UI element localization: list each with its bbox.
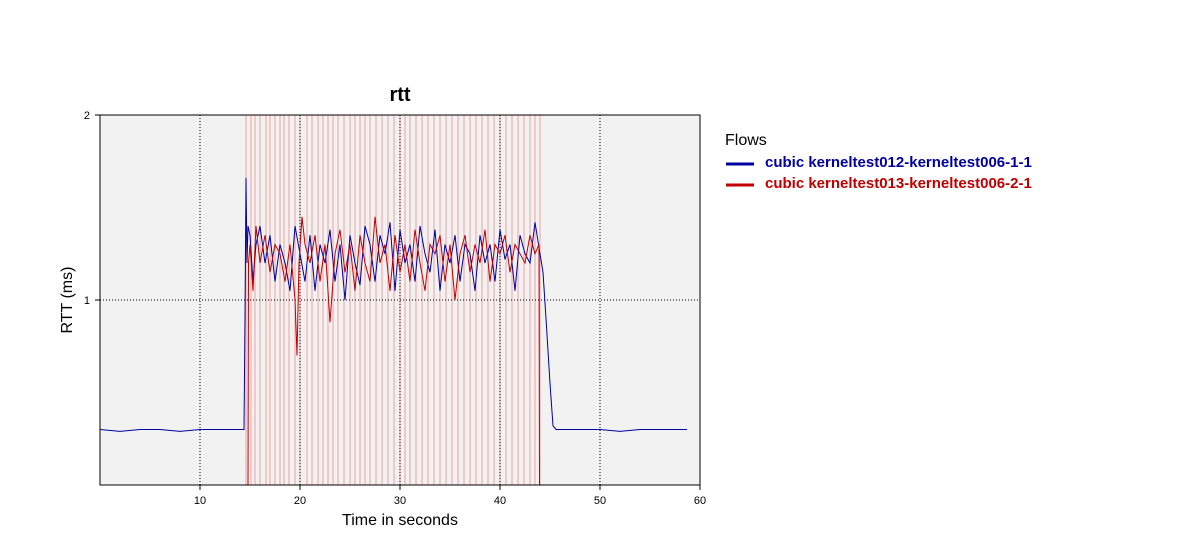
x-tick-label-60: 60 [694,495,706,507]
y-axis-label: RTT (ms) [59,267,76,334]
x-tick-label-50: 50 [594,495,606,507]
legend-entry-series-2: cubic kerneltest013-kerneltest006-2-1 [765,175,1032,192]
chart-title: rtt [389,84,410,106]
series-line-2 [100,216,700,486]
x-tick-label-10: 10 [194,495,206,507]
x-tick-label-30: 30 [394,495,406,507]
gridlines [100,115,700,485]
series-lines [99,177,700,486]
y-tick-label-2: 2 [84,110,90,122]
legend-entry-series-1: cubic kerneltest012-kerneltest006-1-1 [765,154,1032,171]
x-tick-label-20: 20 [294,495,306,507]
x-tick-label-40: 40 [494,495,506,507]
legend-title: Flows [725,132,767,149]
y-tick-label-1: 1 [84,295,90,307]
x-axis-label: Time in seconds [342,512,458,529]
plot-frame [99,114,701,486]
axis-ticks: 10 20 30 40 50 60 1 2 [84,110,706,507]
legend: Flows cubic kerneltest012-kerneltest006-… [725,132,1032,192]
